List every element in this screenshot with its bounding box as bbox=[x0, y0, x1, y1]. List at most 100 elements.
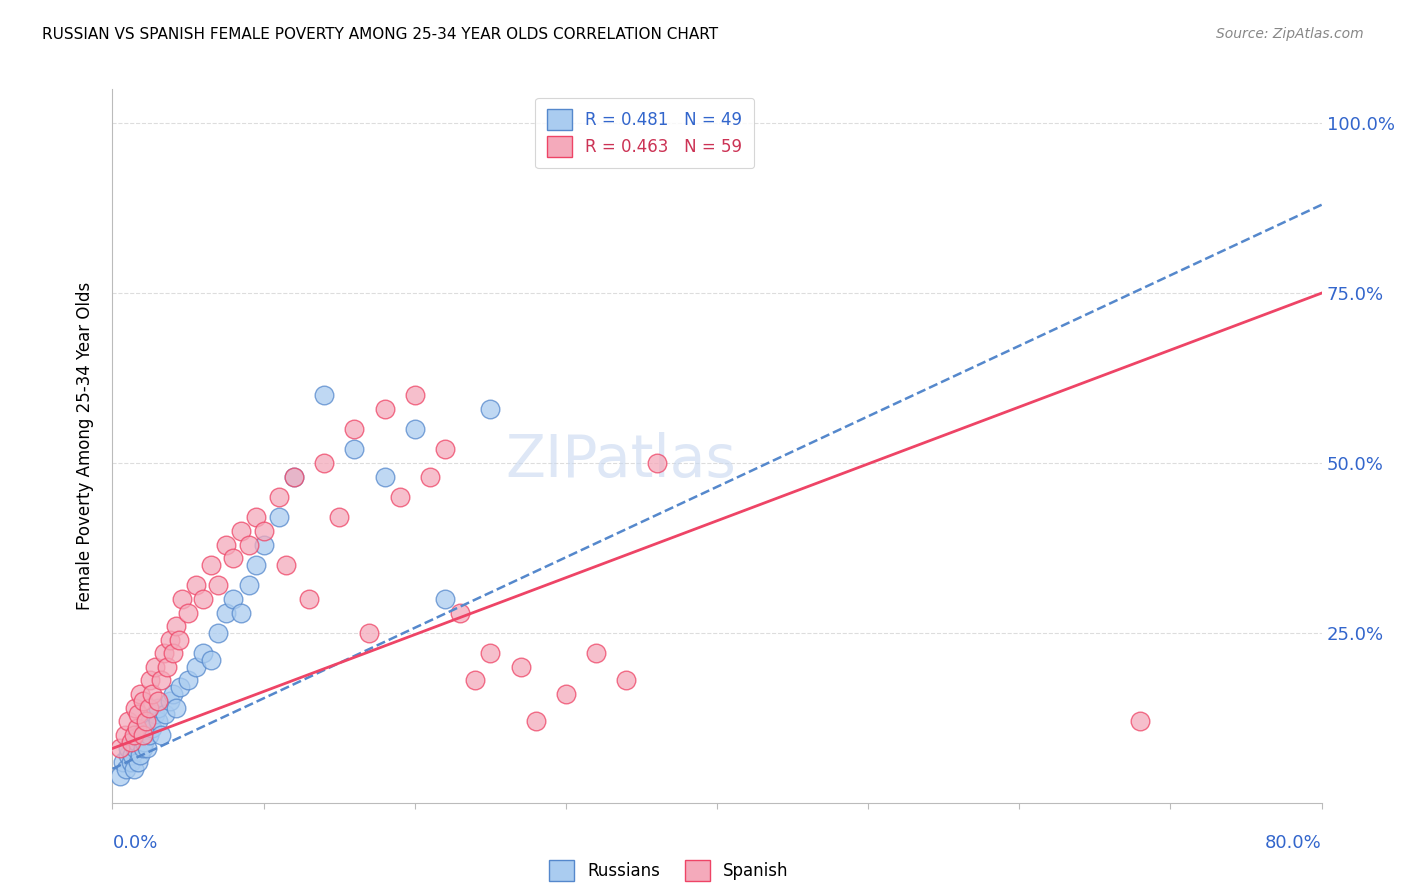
Text: RUSSIAN VS SPANISH FEMALE POVERTY AMONG 25-34 YEAR OLDS CORRELATION CHART: RUSSIAN VS SPANISH FEMALE POVERTY AMONG … bbox=[42, 27, 718, 42]
Point bbox=[253, 524, 276, 538]
Point bbox=[127, 755, 149, 769]
Point bbox=[117, 741, 139, 756]
Point bbox=[207, 626, 229, 640]
Point bbox=[162, 687, 184, 701]
Point bbox=[132, 728, 155, 742]
Point bbox=[134, 734, 156, 748]
Point bbox=[343, 442, 366, 457]
Point bbox=[108, 769, 131, 783]
Point bbox=[245, 510, 267, 524]
Text: 0.0%: 0.0% bbox=[112, 834, 157, 852]
Point bbox=[146, 714, 169, 729]
Point bbox=[177, 606, 200, 620]
Point bbox=[132, 741, 155, 756]
Point bbox=[238, 578, 260, 592]
Point bbox=[283, 469, 305, 483]
Point bbox=[146, 694, 169, 708]
Point bbox=[276, 558, 298, 572]
Point bbox=[645, 456, 668, 470]
Y-axis label: Female Poverty Among 25-34 Year Olds: Female Poverty Among 25-34 Year Olds bbox=[76, 282, 94, 610]
Point bbox=[554, 687, 576, 701]
Point bbox=[141, 687, 163, 701]
Point bbox=[128, 748, 150, 763]
Point bbox=[343, 422, 366, 436]
Point bbox=[138, 700, 160, 714]
Point bbox=[238, 537, 260, 551]
Point bbox=[433, 442, 456, 457]
Point bbox=[404, 422, 426, 436]
Point bbox=[267, 510, 290, 524]
Point bbox=[135, 721, 157, 735]
Text: Source: ZipAtlas.com: Source: ZipAtlas.com bbox=[1216, 27, 1364, 41]
Point bbox=[464, 673, 486, 688]
Point bbox=[191, 646, 214, 660]
Point bbox=[124, 700, 146, 714]
Point bbox=[328, 510, 350, 524]
Point bbox=[253, 537, 276, 551]
Point bbox=[245, 558, 267, 572]
Point bbox=[479, 401, 502, 416]
Point bbox=[215, 606, 238, 620]
Point bbox=[125, 734, 148, 748]
Point bbox=[359, 626, 381, 640]
Point bbox=[222, 591, 245, 606]
Point bbox=[153, 646, 176, 660]
Point bbox=[124, 741, 146, 756]
Point bbox=[149, 673, 172, 688]
Point bbox=[283, 469, 305, 483]
Point bbox=[159, 694, 181, 708]
Point bbox=[314, 456, 336, 470]
Point bbox=[177, 673, 200, 688]
Point bbox=[433, 591, 456, 606]
Point bbox=[136, 741, 159, 756]
Point bbox=[229, 606, 252, 620]
Point bbox=[524, 714, 547, 729]
Point bbox=[143, 707, 166, 722]
Point bbox=[222, 551, 245, 566]
Point bbox=[374, 401, 396, 416]
Point bbox=[114, 728, 136, 742]
Point bbox=[165, 700, 187, 714]
Point bbox=[138, 728, 160, 742]
Point bbox=[122, 762, 145, 776]
Point bbox=[267, 490, 290, 504]
Point bbox=[115, 762, 138, 776]
Point bbox=[449, 606, 471, 620]
Point bbox=[146, 700, 169, 714]
Point bbox=[200, 653, 222, 667]
Point bbox=[117, 748, 139, 763]
Point bbox=[132, 694, 155, 708]
Text: 80.0%: 80.0% bbox=[1265, 834, 1322, 852]
Point bbox=[1129, 714, 1152, 729]
Point bbox=[132, 728, 155, 742]
Point bbox=[139, 714, 162, 729]
Point bbox=[135, 714, 157, 729]
Point bbox=[167, 632, 190, 647]
Legend: Russians, Spanish: Russians, Spanish bbox=[541, 854, 796, 888]
Point bbox=[117, 714, 139, 729]
Point bbox=[155, 707, 177, 722]
Point bbox=[184, 578, 207, 592]
Point bbox=[162, 646, 184, 660]
Point bbox=[120, 734, 142, 748]
Point bbox=[143, 660, 166, 674]
Point bbox=[127, 707, 149, 722]
Point bbox=[169, 680, 191, 694]
Point bbox=[139, 673, 162, 688]
Point bbox=[215, 537, 238, 551]
Point bbox=[121, 748, 143, 763]
Point bbox=[124, 728, 146, 742]
Point bbox=[184, 660, 207, 674]
Point bbox=[314, 388, 336, 402]
Point bbox=[122, 728, 145, 742]
Point bbox=[156, 660, 179, 674]
Point bbox=[298, 591, 321, 606]
Text: ZIPatlas: ZIPatlas bbox=[505, 432, 735, 489]
Point bbox=[616, 673, 638, 688]
Point bbox=[128, 687, 150, 701]
Point bbox=[388, 490, 411, 504]
Point bbox=[404, 388, 426, 402]
Point bbox=[165, 619, 187, 633]
Point bbox=[191, 591, 214, 606]
Point bbox=[479, 646, 502, 660]
